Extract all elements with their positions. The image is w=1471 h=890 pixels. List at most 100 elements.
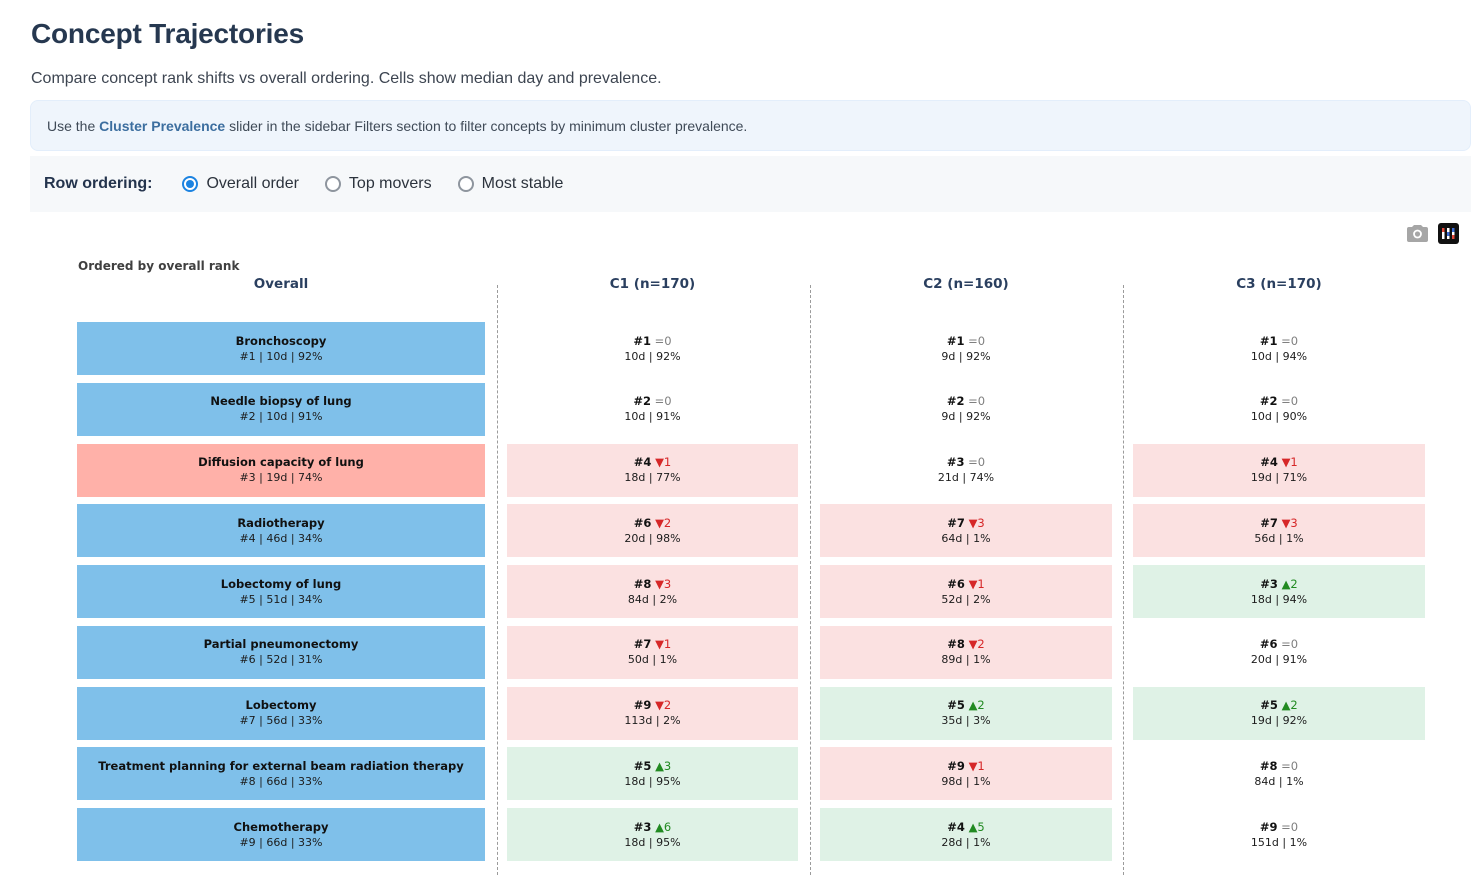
cluster-cell: #7 ▼3 64d | 1%: [820, 504, 1112, 558]
cluster-rank: #1: [633, 333, 652, 348]
cluster-cell: #5 ▲3 18d | 95%: [507, 747, 798, 801]
radio-option-top-movers[interactable]: Top movers: [324, 175, 432, 193]
overall-cell: Needle biopsy of lung #2 | 10d | 91%: [77, 382, 485, 436]
concept-name: Treatment planning for external beam rad…: [98, 758, 464, 773]
cluster-rank: #9: [947, 758, 965, 773]
cluster-stats: 151d | 1%: [1250, 835, 1308, 849]
cluster-stats: 84d | 1%: [1254, 774, 1304, 788]
radio-option-label: Overall order: [206, 175, 299, 192]
concept-name: Chemotherapy: [233, 819, 329, 834]
cluster-cell: #8 ▼2 89d | 1%: [820, 625, 1112, 679]
rank-down-indicator: ▼3: [1281, 515, 1298, 530]
cluster-cell: #6 =0 20d | 91%: [1133, 626, 1425, 679]
rank-same-indicator: =0: [968, 394, 986, 409]
cluster-rank: #1: [946, 333, 965, 348]
cluster-rank: #2: [946, 394, 965, 409]
rank-same-indicator: =0: [1281, 394, 1299, 409]
cluster-cell: #3 ▲6 18d | 95%: [507, 808, 798, 861]
rank-same-indicator: =0: [1281, 758, 1299, 773]
radio-option-overall-order[interactable]: Overall order: [182, 175, 299, 193]
cluster-rank: #8: [1259, 758, 1278, 773]
cluster-stats: 10d | 92%: [624, 349, 681, 363]
cluster-stats: 18d | 95%: [624, 774, 681, 788]
radio-unselected-icon[interactable]: [457, 176, 474, 192]
cluster-stats: 50d | 1%: [627, 653, 678, 667]
cluster-cell: #3 =0 21d | 74%: [820, 444, 1112, 497]
concept-stats: #8 | 66d | 33%: [239, 774, 323, 788]
cluster-stats: 56d | 1%: [1254, 531, 1304, 545]
cluster-stats: 10d | 90%: [1250, 410, 1308, 424]
rank-down-indicator: ▼1: [655, 637, 672, 652]
cluster-cell: #4 ▼1 19d | 71%: [1133, 443, 1425, 497]
overall-cell: Partial pneumonectomy #6 | 52d | 31%: [77, 625, 485, 679]
cluster-cell: #3 ▲2 18d | 94%: [1133, 565, 1425, 618]
cluster-rank: #1: [1259, 333, 1278, 348]
rank-up-indicator: ▲3: [655, 758, 672, 773]
cluster-rank: #3: [633, 819, 652, 834]
info-banner-text: Use the Cluster Prevalence slider in the…: [47, 117, 748, 134]
rank-down-indicator: ▼1: [1281, 455, 1298, 469]
cluster-rank: #9: [633, 698, 652, 712]
cluster-stats: 10d | 91%: [624, 410, 681, 424]
cluster-cell: #2 =0 9d | 92%: [820, 383, 1112, 436]
cluster-rank: #2: [1259, 394, 1278, 409]
cluster-cell: #8 ▼3 84d | 2%: [507, 565, 798, 618]
cluster-rank: #8: [633, 576, 652, 591]
cluster-rank: #4: [947, 819, 965, 834]
cluster-stats: 84d | 2%: [627, 592, 678, 606]
concept-name: Needle biopsy of lung: [210, 394, 352, 409]
radio-option-label: Top movers: [348, 175, 432, 192]
row-ordering-bar: Row ordering: Overall order Top movers Mos…: [30, 156, 1471, 212]
cluster-stats: 9d | 92%: [941, 349, 991, 363]
rank-down-indicator: ▼2: [655, 515, 672, 530]
radio-unselected-icon[interactable]: [324, 176, 341, 192]
camera-icon[interactable]: [1407, 225, 1428, 242]
cluster-stats: 20d | 91%: [1250, 653, 1308, 667]
concept-name: Lobectomy: [245, 698, 317, 712]
column-separator: [497, 285, 498, 875]
chart-annotation: Ordered by overall rank: [78, 259, 240, 273]
rank-same-indicator: =0: [968, 455, 986, 469]
plotly-modebar: [1407, 223, 1459, 244]
page-title: Concept Trajectories: [31, 18, 304, 49]
cluster-rank: #6: [1259, 637, 1278, 652]
cluster-cell: #5 ▲2 35d | 3%: [820, 686, 1112, 740]
rank-down-indicator: ▼1: [968, 576, 985, 591]
rank-same-indicator: =0: [654, 333, 672, 348]
cluster-stats: 52d | 2%: [941, 592, 991, 606]
cluster-stats: 28d | 1%: [941, 835, 991, 849]
overall-cell: Bronchoscopy #1 | 10d | 92%: [77, 322, 485, 375]
cluster-stats: 18d | 77%: [624, 471, 681, 484]
cluster-cell: #7 ▼3 56d | 1%: [1133, 504, 1425, 558]
cluster-cell: #6 ▼2 20d | 98%: [507, 504, 798, 558]
radio-option-most-stable[interactable]: Most stable: [457, 175, 564, 193]
rank-down-indicator: ▼1: [655, 455, 672, 469]
cluster-cell: #6 ▼1 52d | 2%: [820, 565, 1112, 618]
cluster-cell: #4 ▼1 18d | 77%: [507, 443, 798, 497]
plotly-logo-icon[interactable]: [1438, 223, 1459, 244]
concept-name: Radiotherapy: [237, 515, 325, 530]
cluster-stats: 9d | 92%: [941, 410, 991, 424]
radio-option-label: Most stable: [481, 175, 564, 192]
rank-up-indicator: ▲2: [1281, 698, 1298, 712]
radio-selected-icon[interactable]: [182, 176, 199, 192]
cluster-cell: #7 ▼1 50d | 1%: [507, 625, 798, 679]
cluster-cell: #1 =0 10d | 92%: [507, 322, 798, 375]
concept-stats: #5 | 51d | 34%: [239, 592, 323, 606]
overall-cell: Lobectomy of lung #5 | 51d | 34%: [77, 565, 485, 618]
concept-stats: #2 | 10d | 91%: [239, 410, 323, 424]
page-subtitle: Compare concept rank shifts vs overall o…: [31, 70, 662, 87]
concept-stats: #1 | 10d | 92%: [239, 349, 323, 363]
overall-cell: Treatment planning for external beam rad…: [77, 747, 485, 801]
cluster-stats: 18d | 95%: [624, 835, 681, 849]
concept-stats: #9 | 66d | 33%: [239, 835, 323, 849]
rank-same-indicator: =0: [968, 333, 986, 348]
column-header-c2: C2 (n=160): [923, 276, 1009, 292]
cluster-stats: 20d | 98%: [624, 531, 681, 545]
cluster-cell: #5 ▲2 19d | 92%: [1133, 686, 1425, 740]
rank-down-indicator: ▼3: [655, 576, 672, 591]
concept-name: Partial pneumonectomy: [203, 637, 359, 652]
cluster-stats: 18d | 94%: [1250, 592, 1308, 606]
rank-down-indicator: ▼1: [968, 758, 985, 773]
